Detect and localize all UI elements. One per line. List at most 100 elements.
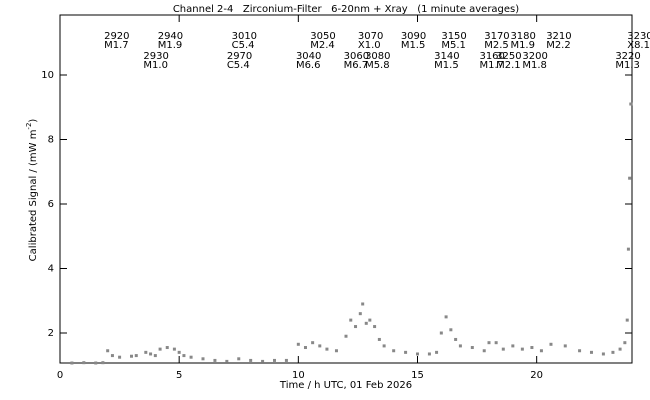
flare-class: M1.5 (401, 40, 426, 51)
data-point (144, 350, 148, 354)
y-tick-label: 8 (48, 134, 54, 145)
data-point (296, 342, 300, 346)
flare-class: C5.4 (227, 60, 250, 71)
data-point (344, 334, 348, 338)
data-point (165, 346, 169, 350)
x-tick-label: 0 (57, 370, 63, 381)
data-point (106, 349, 110, 353)
data-point (482, 349, 486, 353)
y-tick-label: 4 (48, 264, 54, 275)
flare-class: M6.6 (296, 60, 321, 71)
flare-class: C5.4 (232, 40, 255, 51)
data-point (487, 341, 491, 345)
data-point (354, 325, 358, 329)
flare-class: M2.1 (496, 60, 521, 71)
data-point (392, 349, 396, 353)
data-point (449, 328, 453, 332)
data-point (225, 359, 229, 363)
flare-id: 3070 (358, 31, 383, 42)
flare-class: X8.1 (627, 40, 650, 51)
x-axis-label: Time / h UTC, 01 Feb 2026 (279, 380, 412, 391)
data-point (368, 318, 372, 322)
data-point (149, 352, 153, 356)
data-point (589, 350, 593, 354)
data-point (578, 349, 582, 353)
data-point (349, 318, 353, 322)
y-tick-label: 6 (48, 199, 54, 210)
data-point (334, 349, 338, 353)
y-axis-label: Calibrated Signal / (mW m-2) (25, 119, 39, 262)
flare-id: 3140 (434, 51, 459, 62)
data-point (454, 337, 458, 341)
y-label-text: Calibrated Signal / (mW m (28, 130, 39, 262)
flare-id: 3060 (344, 51, 369, 62)
data-point (70, 361, 74, 365)
x-tick-label: 5 (176, 370, 182, 381)
data-point (435, 350, 439, 354)
flare-class: M2.5 (484, 40, 509, 51)
flare-id: 3050 (310, 31, 335, 42)
flare-id: 3210 (546, 31, 571, 42)
data-point (377, 337, 381, 341)
y-label-sup: -2 (25, 123, 33, 130)
flare-id: 3150 (441, 31, 466, 42)
data-point (501, 347, 505, 351)
data-point (361, 302, 365, 306)
flare-id: 3200 (522, 51, 547, 62)
data-point (563, 344, 567, 348)
data-point (153, 354, 157, 358)
data-point (439, 331, 443, 335)
data-point (182, 354, 186, 358)
data-point (404, 350, 408, 354)
flare-class: X1.0 (358, 40, 381, 51)
data-point (118, 355, 122, 359)
data-point (134, 354, 138, 358)
flare-id: 3080 (365, 51, 390, 62)
data-point (611, 350, 615, 354)
flare-class: M2.2 (546, 40, 571, 51)
flare-class: M1.3 (615, 60, 640, 71)
data-point (110, 354, 114, 358)
data-point (494, 341, 498, 345)
x-tick-label: 20 (530, 370, 543, 381)
data-point (101, 361, 105, 365)
data-point (261, 359, 265, 363)
data-point (520, 347, 524, 351)
data-point (626, 247, 630, 251)
data-point (625, 318, 629, 322)
data-point (618, 347, 622, 351)
flare-id: 3160 (479, 51, 504, 62)
data-point (213, 358, 217, 362)
data-point (325, 347, 329, 351)
data-point (249, 358, 253, 362)
data-point (273, 358, 276, 362)
flare-class: M2.4 (310, 40, 335, 51)
y-label-end: ) (28, 119, 39, 123)
data-point (158, 347, 162, 351)
flare-id: 3090 (401, 31, 426, 42)
flare-id: 2940 (158, 31, 183, 42)
data-point (358, 312, 362, 316)
data-point (444, 315, 448, 319)
flare-id: 3250 (496, 51, 521, 62)
data-point (628, 176, 632, 180)
flare-id: 2920 (104, 31, 129, 42)
flare-class: M1.9 (158, 40, 183, 51)
data-point (530, 346, 534, 350)
data-point (284, 358, 288, 362)
flare-class: M1.5 (434, 60, 459, 71)
chart-title: Channel 2-4 Zirconium-Filter 6-20nm + Xr… (173, 4, 519, 15)
data-point (539, 349, 543, 353)
data-point (458, 344, 462, 348)
data-point (318, 344, 322, 348)
flare-class: M1.8 (522, 60, 547, 71)
flare-class: M1.9 (510, 40, 535, 51)
flare-class: M1.0 (143, 60, 168, 71)
flare-class: M5.1 (441, 40, 466, 51)
y-tick-label: 10 (41, 70, 54, 81)
x-tick-label: 15 (411, 370, 424, 381)
flare-id: 3170 (484, 31, 509, 42)
flare-id: 3180 (510, 31, 535, 42)
plot-frame (59, 14, 633, 364)
